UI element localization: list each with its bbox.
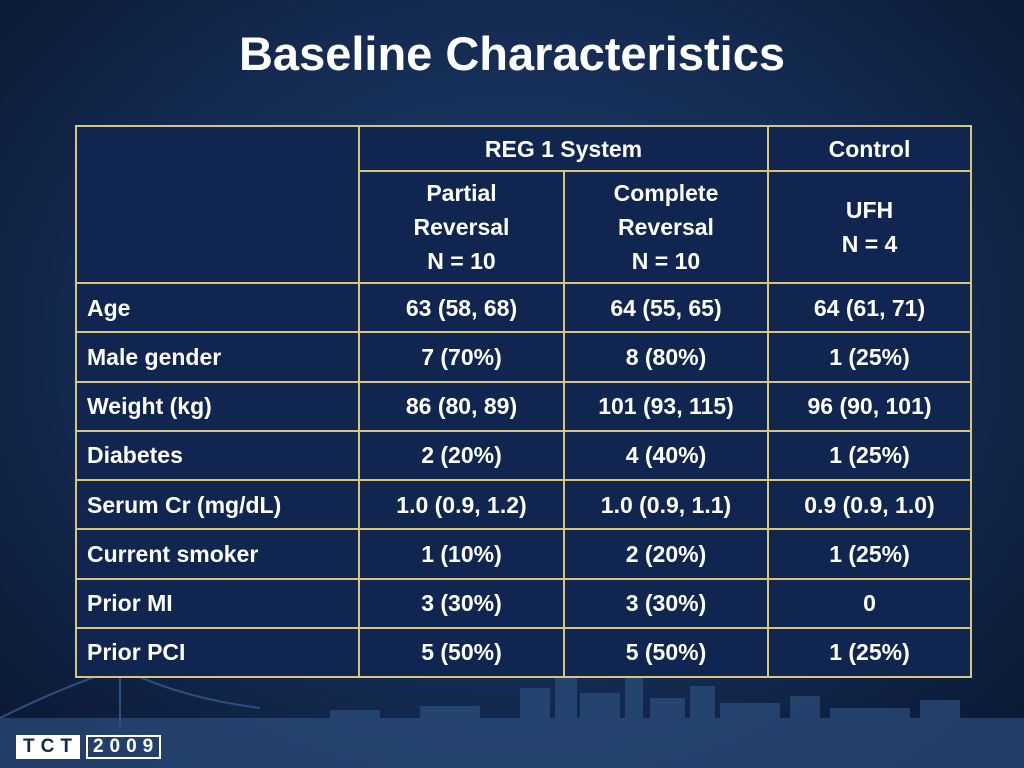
row-label: Age xyxy=(75,281,360,334)
row-label: Prior MI xyxy=(75,577,360,629)
row-label: Serum Cr (mg/dL) xyxy=(75,478,360,531)
row-label: Current smoker xyxy=(75,528,360,580)
table-row: Diabetes 2 (20%) 4 (40%) 1 (25%) xyxy=(75,429,972,482)
table-cell: 5 (50%) xyxy=(563,626,769,679)
table-cell: 101 (93, 115) xyxy=(563,380,769,432)
slide-title: Baseline Characteristics xyxy=(238,27,785,80)
table-cell: 3 (30%) xyxy=(563,577,769,629)
column-header: Complete Reversal N = 10 xyxy=(563,170,769,284)
table-cell: 1 (25%) xyxy=(767,528,972,580)
group-header: REG 1 System xyxy=(358,125,769,172)
table-cell: 1 (25%) xyxy=(767,626,972,679)
table-cell: 0.9 (0.9, 1.0) xyxy=(767,478,972,531)
row-label: Prior PCI xyxy=(75,626,360,679)
column-header: Partial Reversal N = 10 xyxy=(358,170,565,284)
table-cell: 86 (80, 89) xyxy=(358,380,565,432)
row-label: Diabetes xyxy=(75,429,360,482)
table-row: Prior MI 3 (30%) 3 (30%) 0 xyxy=(75,577,972,629)
header-row: Partial Reversal N = 10 Complete Reversa… xyxy=(76,170,972,284)
table-cell: 64 (55, 65) xyxy=(563,281,769,334)
table-cell: 63 (58, 68) xyxy=(358,281,565,334)
logo-brand: TCT xyxy=(16,735,80,759)
table-row: Serum Cr (mg/dL) 1.0 (0.9, 1.2) 1.0 (0.9, … xyxy=(75,478,972,531)
row-label: Weight (kg) xyxy=(75,380,360,432)
row-label: Male gender xyxy=(75,331,360,383)
table-cell: 2 (20%) xyxy=(563,528,769,580)
empty-cell xyxy=(75,125,360,284)
table-cell: 1.0 (0.9, 1.1) xyxy=(563,478,769,531)
table-row: Weight (kg) 86 (80, 89) 101 (93, 115) 96 (9… xyxy=(75,380,972,432)
table-row: Current smoker 1 (10%) 2 (20%) 1 (25%) xyxy=(75,528,972,580)
table-cell: 7 (70%) xyxy=(358,331,565,383)
table-row: Male gender 7 (70%) 8 (80%) 1 (25%) xyxy=(75,331,972,383)
table-cell: 4 (40%) xyxy=(563,429,769,482)
table-cell: 5 (50%) xyxy=(358,626,565,679)
skyline xyxy=(0,666,1024,768)
column-header: UFH N = 4 xyxy=(767,170,972,284)
table-row: Prior PCI 5 (50%) 5 (50%) 1 (25%) xyxy=(75,626,972,679)
logo: TCT 2009 xyxy=(16,735,162,759)
table-cell: 3 (30%) xyxy=(358,577,565,629)
table-cell: 0 xyxy=(767,577,972,629)
table-cell: 2 (20%) xyxy=(358,429,565,482)
table-cell: 64 (61, 71) xyxy=(767,281,972,334)
table-cell: 1 (25%) xyxy=(767,331,972,383)
group-header: Control xyxy=(767,125,972,172)
logo-year: 2009 xyxy=(85,735,162,759)
table-cell: 1.0 (0.9, 1.2) xyxy=(358,478,565,531)
table-cell: 96 (90, 101) xyxy=(767,380,972,432)
table-cell: 8 (80%) xyxy=(563,331,769,383)
header-row: REG 1 System Control xyxy=(75,125,972,284)
table-cell: 1 (25%) xyxy=(767,429,972,482)
data-table: REG 1 System Control Partial Reversal N … xyxy=(75,125,972,679)
table-cell: 1 (10%) xyxy=(358,528,565,580)
table-row: Age 63 (58, 68) 64 (55, 65) 64 (61, 71) xyxy=(75,281,972,334)
